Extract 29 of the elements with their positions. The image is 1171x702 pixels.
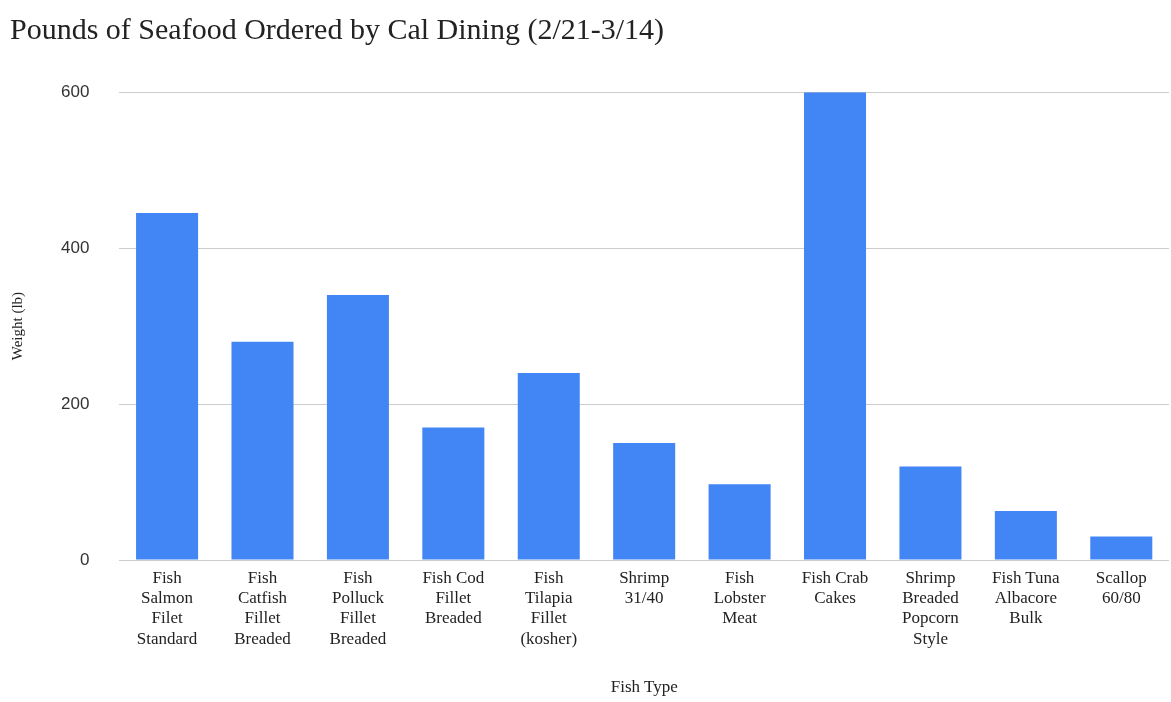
x-tick-label: Shrimp Breaded Popcorn Style (902, 567, 960, 648)
x-axis-title: Fish Type (610, 677, 678, 697)
x-tick-label: Fish Tuna Albacore Bulk (992, 567, 1061, 628)
bar (804, 92, 867, 560)
x-tick-label: Fish Salmon Filet Standard (136, 567, 198, 648)
bar (1090, 536, 1153, 560)
x-tick-label: Shrimp 31/40 (619, 567, 670, 608)
y-axis-title: Weight (lb) (8, 291, 26, 361)
x-tick-label: Fish Lobster Meat (713, 567, 766, 628)
x-tick-label: Fish Polluck Fillet Breaded (329, 567, 387, 648)
bar (422, 427, 485, 560)
x-tick-label: Scallop 60/80 (1095, 567, 1147, 608)
bar (708, 484, 771, 560)
x-tick-label: Fish Catfish Fillet Breaded (234, 567, 292, 648)
x-tick-label: Fish Cod Fillet Breaded (422, 567, 485, 628)
bar (994, 510, 1057, 560)
y-tick-label: 200 (60, 393, 90, 413)
bar (517, 372, 580, 560)
x-tick-label: Fish Tilapia Fillet (kosher) (520, 567, 578, 648)
bar (326, 294, 389, 560)
bar (899, 466, 962, 560)
bar (231, 341, 294, 560)
y-tick-label: 400 (60, 237, 90, 257)
bar (613, 443, 676, 560)
y-tick-label: 0 (79, 549, 90, 569)
x-tick-label: Fish Crab Cakes (801, 567, 869, 608)
bar (136, 213, 199, 560)
y-tick-label: 600 (60, 81, 90, 101)
chart-title: Pounds of Seafood Ordered by Cal Dining (2/21-3/14) (10, 12, 665, 46)
